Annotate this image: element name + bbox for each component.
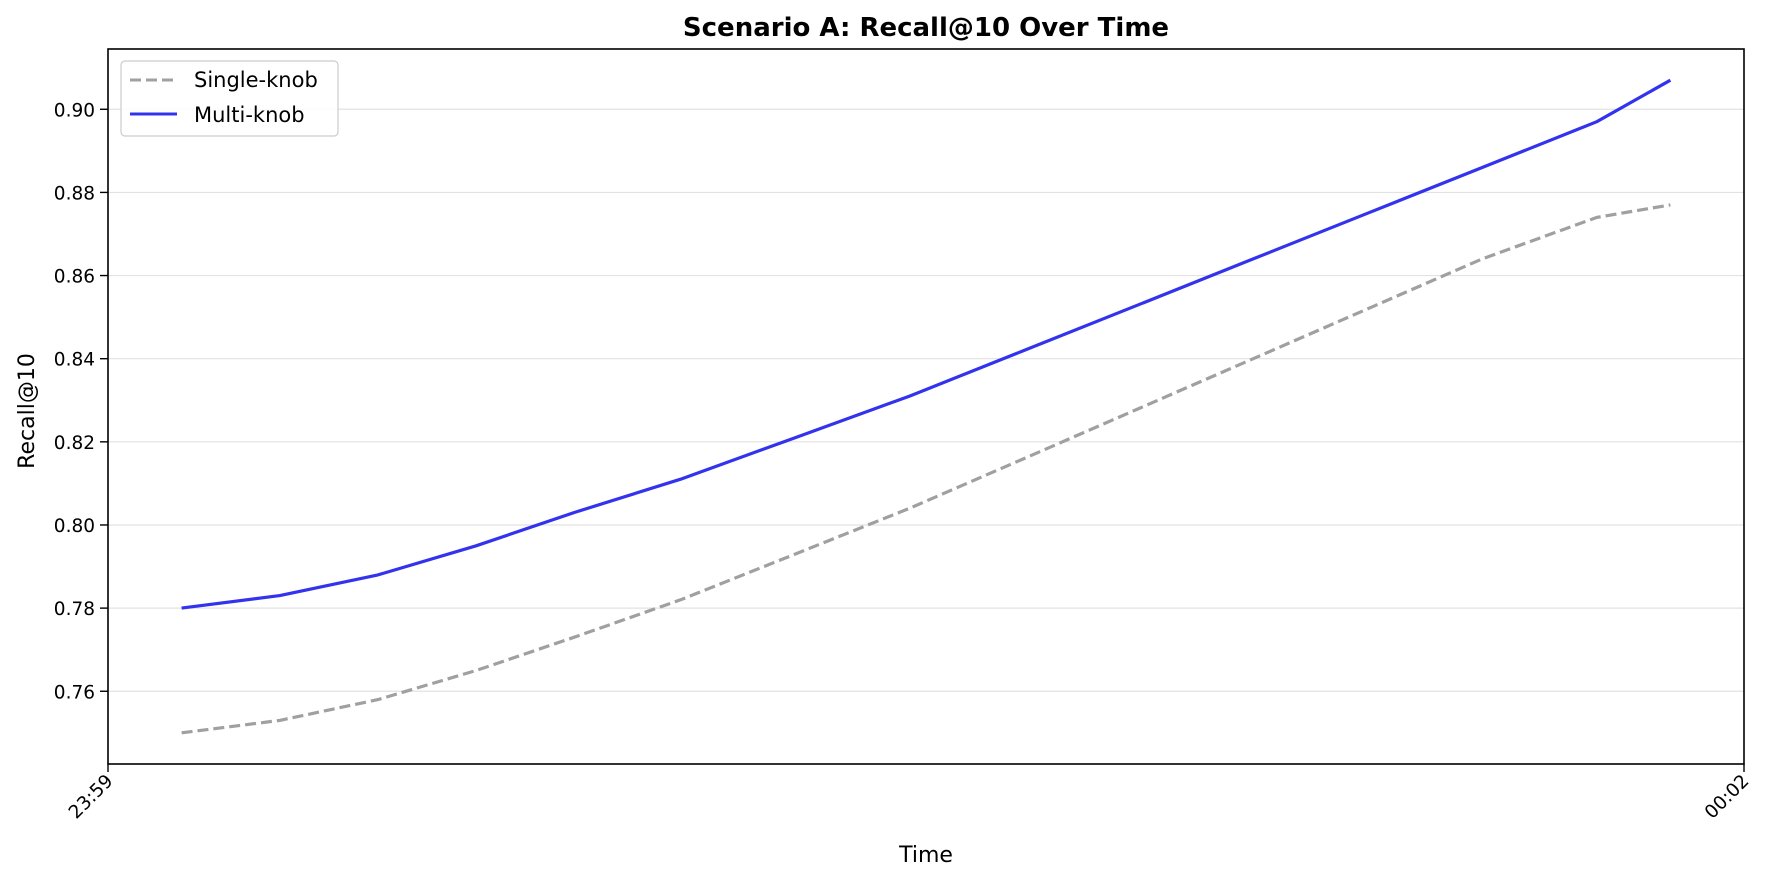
y-tick-label: 0.80 bbox=[54, 516, 95, 537]
y-tick-label: 0.90 bbox=[54, 100, 95, 121]
legend-label-single-knob: Single-knob bbox=[194, 68, 318, 92]
y-tick-label: 0.84 bbox=[54, 350, 95, 371]
series-line-single-knob bbox=[181, 203, 1671, 735]
legend-box bbox=[120, 60, 339, 137]
chart-title: Scenario A: Recall@10 Over Time bbox=[683, 13, 1169, 43]
y-axis-label: Recall@10 bbox=[15, 353, 40, 469]
plot-frame bbox=[107, 48, 1745, 765]
y-tick-label: 0.76 bbox=[54, 682, 95, 703]
series-layer bbox=[181, 78, 1672, 735]
legend-label-multi-knob: Multi-knob bbox=[194, 103, 305, 127]
y-tick-label: 0.88 bbox=[54, 183, 95, 204]
y-grid bbox=[108, 108, 1744, 692]
y-axis-ticks: 0.76 0.78 0.80 0.82 0.84 0.86 0.88 0.90 bbox=[54, 100, 108, 703]
series-line-multi-knob bbox=[181, 78, 1672, 610]
y-tick-label: 0.78 bbox=[54, 599, 95, 620]
y-tick-label: 0.86 bbox=[54, 267, 95, 288]
y-tick-label: 0.82 bbox=[54, 433, 95, 454]
legend: Single-knob Multi-knob bbox=[120, 60, 339, 137]
x-axis-label: Time bbox=[898, 843, 953, 868]
